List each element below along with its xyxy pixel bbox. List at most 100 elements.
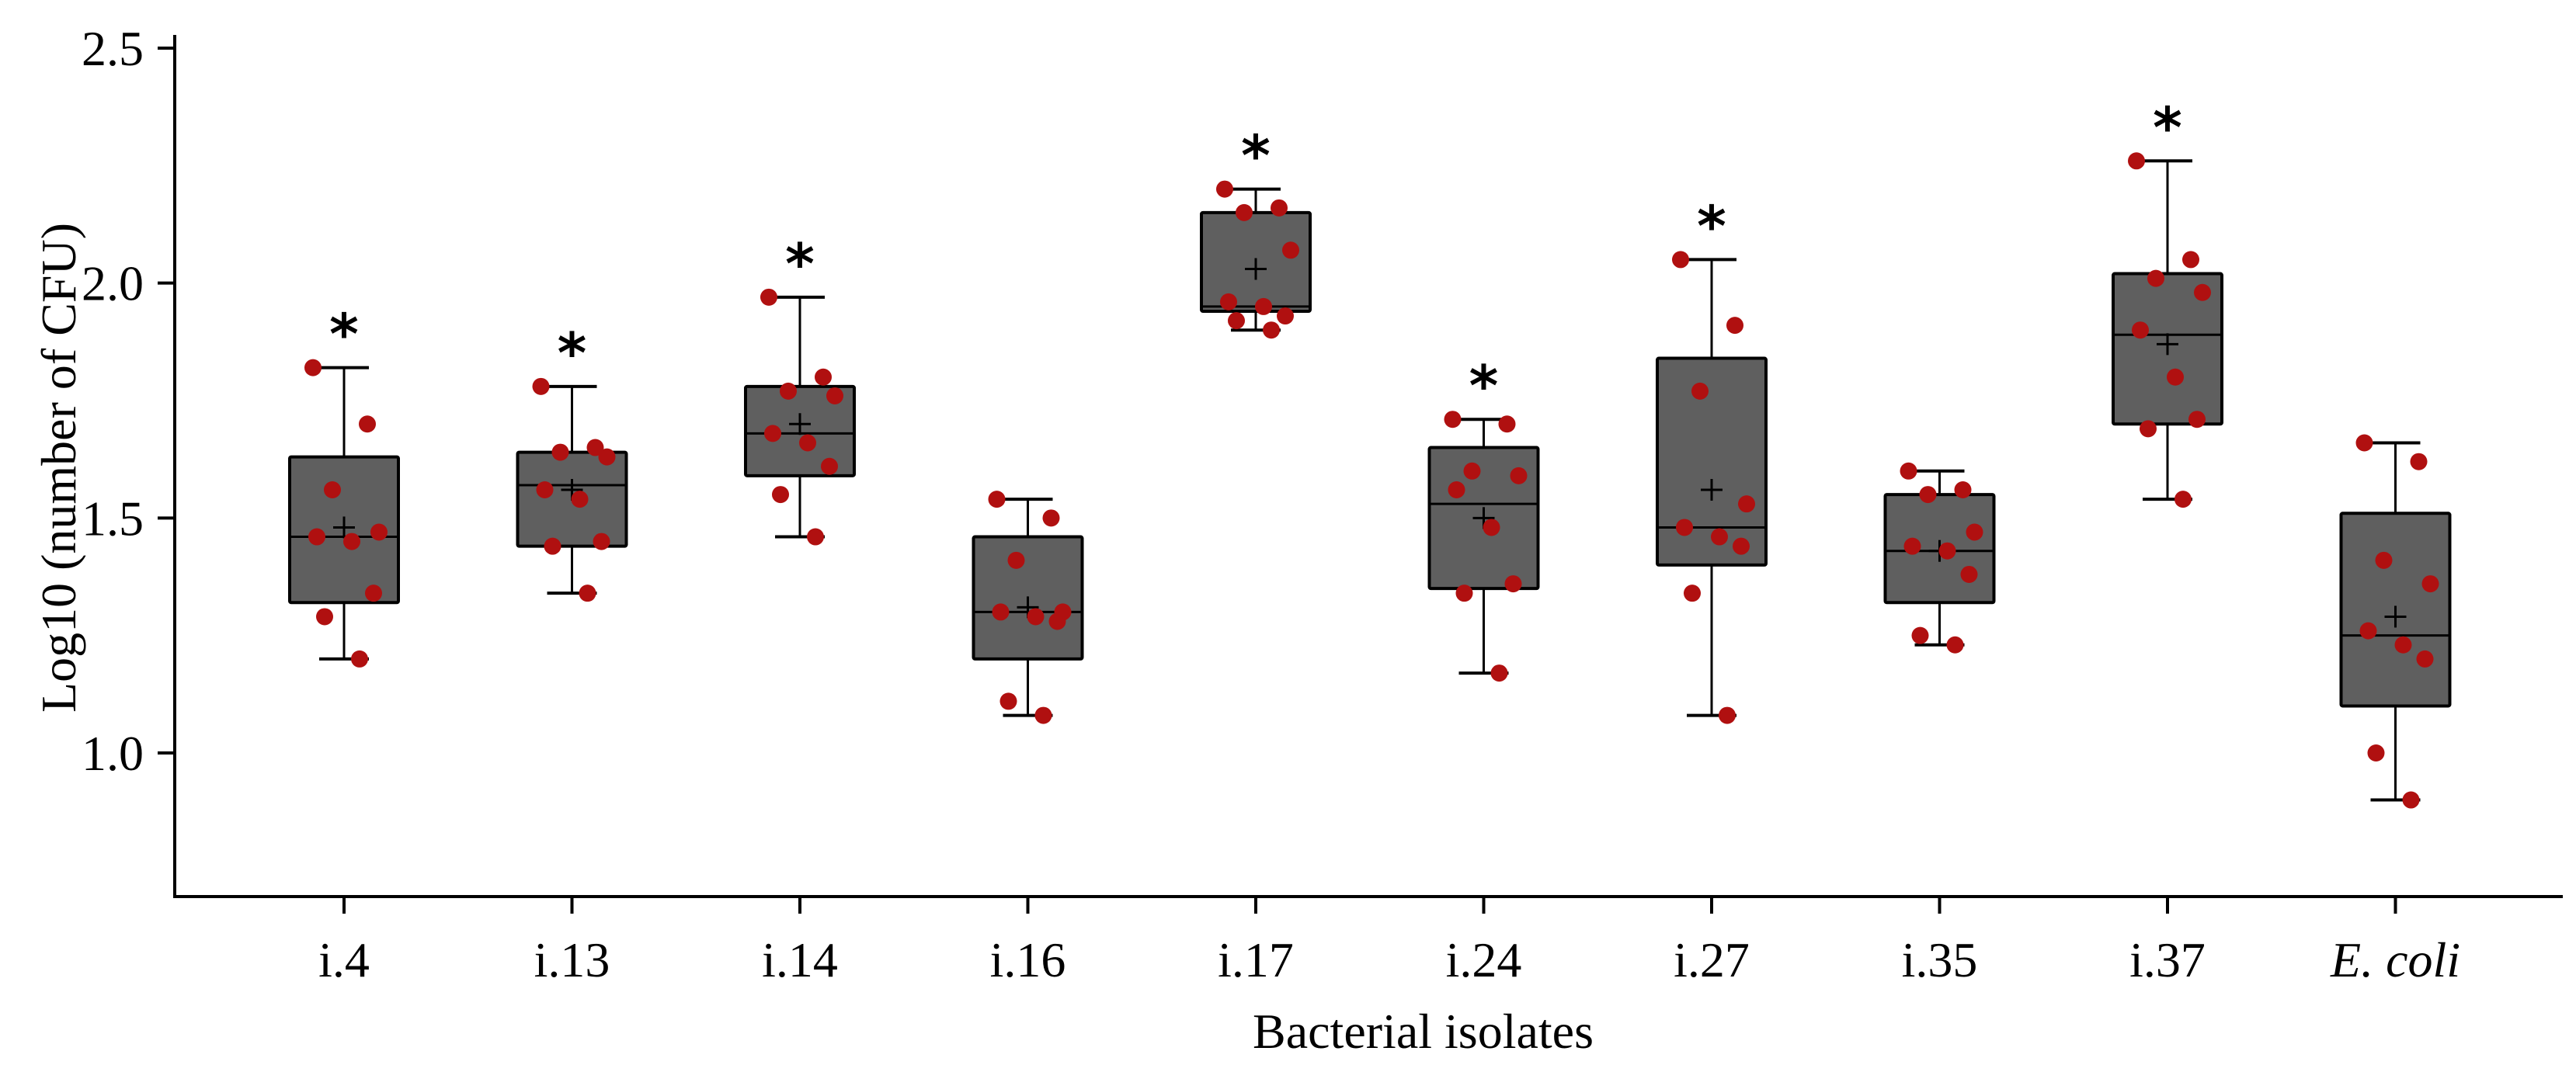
boxes-group: [288, 159, 2452, 802]
data-point: [532, 377, 550, 395]
data-point: [764, 425, 781, 442]
data-point: [1719, 706, 1736, 724]
x-tick-label: i.16: [990, 932, 1066, 987]
data-point: [1676, 519, 1693, 536]
data-point: [1255, 297, 1272, 315]
data-point: [2174, 491, 2192, 508]
data-point: [772, 486, 789, 504]
data-point: [304, 359, 322, 376]
data-point: [571, 491, 589, 508]
data-point: [826, 387, 843, 404]
data-point: [1504, 575, 1522, 593]
data-point: [1263, 321, 1280, 339]
data-point: [1007, 551, 1025, 569]
data-point: [2367, 744, 2385, 762]
data-point: [1048, 612, 1066, 630]
y-tick-label: 2.0: [82, 256, 144, 311]
data-point: [1277, 307, 1294, 325]
data-point: [593, 533, 610, 550]
data-point: [1455, 585, 1473, 602]
y-tick-label: 1.0: [82, 726, 144, 781]
data-point: [1684, 585, 1701, 602]
data-point: [1691, 382, 1709, 400]
data-point: [351, 650, 368, 668]
data-point: [1220, 293, 1237, 310]
y-tick-label: 1.5: [82, 491, 144, 546]
data-point: [1900, 462, 1917, 480]
data-point: [2188, 411, 2206, 428]
data-point: [1903, 537, 1921, 555]
data-point: [1483, 519, 1500, 536]
data-point: [1216, 180, 1233, 198]
data-point: [1946, 636, 1964, 654]
x-tick-label: i.35: [1902, 932, 1978, 987]
x-tick-label: i.37: [2129, 932, 2206, 987]
data-point: [324, 481, 341, 499]
data-point: [2182, 251, 2199, 269]
data-point: [1490, 664, 1508, 682]
data-point: [2140, 420, 2157, 438]
labels-group: Bacterial isolates Log10 (number of CFU): [31, 223, 1594, 1059]
data-point: [2421, 575, 2439, 593]
data-point: [308, 528, 325, 546]
data-point: [1954, 481, 1972, 499]
data-point: [1271, 199, 1288, 217]
data-point: [1448, 481, 1465, 499]
data-point: [365, 585, 382, 602]
data-point: [1034, 706, 1052, 724]
data-point: [551, 443, 569, 461]
x-tick-label: i.17: [1218, 932, 1294, 987]
data-point: [1228, 312, 1245, 330]
axes-group: 1.0 1.5 2.0 2.5 i.4 i.13 i.14 i.16 i.17 i.24 i.27 i…: [82, 21, 2563, 987]
data-point: [598, 448, 616, 466]
significance-star: *: [785, 231, 815, 297]
data-point: [1960, 565, 1978, 583]
data-point: [1726, 317, 1743, 335]
y-tick-label: 2.5: [82, 21, 144, 76]
significance-star: *: [558, 321, 587, 386]
data-point: [1510, 467, 1528, 484]
data-point: [544, 537, 561, 555]
data-point: [2394, 636, 2412, 654]
data-point: [815, 368, 832, 386]
data-point: [1733, 537, 1750, 555]
data-point: [370, 523, 388, 541]
data-point: [988, 491, 1006, 508]
data-point: [2410, 453, 2428, 470]
data-point: [359, 415, 376, 433]
data-point: [2128, 152, 2145, 170]
x-tick-label: i.13: [534, 932, 610, 987]
data-point: [1498, 415, 1516, 433]
data-point: [1282, 241, 1299, 259]
data-point: [1027, 608, 1045, 626]
significance-star: *: [329, 302, 359, 367]
x-tick-label: i.14: [762, 932, 838, 987]
data-point: [1711, 528, 1728, 546]
data-point: [536, 481, 554, 499]
data-point: [821, 457, 838, 475]
data-point: [760, 288, 777, 306]
x-tick-label: i.27: [1674, 932, 1750, 987]
significance-star: *: [1241, 123, 1271, 189]
data-point: [579, 585, 596, 602]
x-axis-title: Bacterial isolates: [1253, 1004, 1594, 1059]
data-point: [992, 603, 1010, 621]
data-point: [2147, 269, 2164, 287]
data-point: [2167, 368, 2184, 386]
x-tick-label: E. coli: [2330, 932, 2460, 987]
y-axis-title: Log10 (number of CFU): [31, 223, 86, 713]
data-point: [999, 692, 1017, 710]
data-point: [780, 382, 797, 400]
data-point: [2402, 791, 2420, 809]
data-point: [1463, 462, 1481, 480]
data-point: [2375, 551, 2393, 569]
points-group: * * * * * * *: [304, 95, 2439, 809]
data-point: [807, 528, 824, 546]
data-point: [2132, 321, 2149, 339]
data-point: [1738, 495, 1755, 513]
data-point: [1966, 523, 1983, 541]
x-tick-label: i.4: [318, 932, 370, 987]
data-point: [316, 608, 333, 626]
significance-star: *: [1469, 353, 1499, 418]
